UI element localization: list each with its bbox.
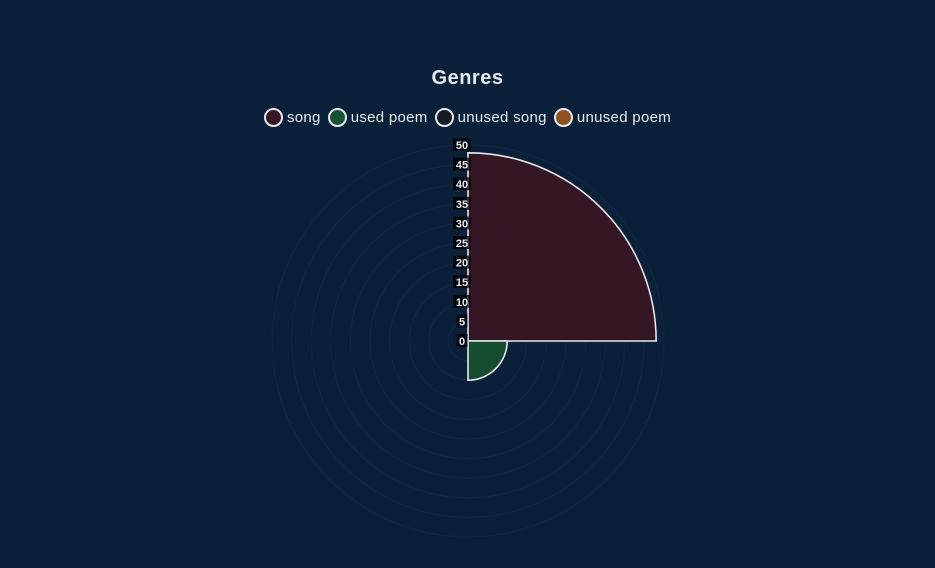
tick-backdrop-40 (453, 177, 471, 191)
segment-used-poem[interactable] (467, 340, 509, 382)
legend-item-used-poem[interactable]: used poem (327, 108, 428, 127)
tick-label-15: 15 (456, 277, 468, 289)
tick-backdrop-35 (453, 196, 471, 210)
legend-item-unused-song[interactable]: unused song (434, 108, 547, 127)
legend-label-used-poem: used poem (350, 109, 428, 126)
tick-backdrop-0 (456, 334, 468, 347)
tick-label-40: 40 (456, 179, 468, 191)
tick-backdrop-15 (453, 275, 471, 289)
legend-swatch-song (263, 108, 283, 127)
radial-axis-ticks: 0 5 10 15 20 25 30 35 40 45 50 (453, 138, 471, 348)
segment-song[interactable] (467, 152, 657, 342)
tick-label-5: 5 (459, 316, 465, 328)
legend-swatch-unused-song (434, 108, 454, 127)
tick-label-20: 20 (456, 258, 468, 270)
chart-legend: song used poem unused song unused poem (0, 108, 935, 127)
tick-backdrop-5 (456, 314, 468, 328)
legend-item-unused-poem[interactable]: unused poem (553, 108, 672, 127)
tick-label-45: 45 (456, 160, 468, 172)
legend-swatch-unused-poem (553, 108, 573, 127)
tick-label-0: 0 (459, 336, 465, 348)
chart-title: Genres (431, 67, 504, 89)
tick-label-30: 30 (456, 218, 468, 230)
tick-backdrop-50 (453, 138, 471, 151)
tick-label-25: 25 (456, 238, 468, 250)
polar-segments (467, 152, 657, 382)
tick-backdrop-30 (453, 216, 471, 230)
legend-swatch-used-poem (327, 108, 347, 127)
legend-label-unused-song: unused song (457, 109, 547, 126)
legend-label-unused-poem: unused poem (576, 109, 672, 126)
tick-backdrop-25 (453, 236, 471, 249)
tick-backdrop-20 (453, 255, 471, 269)
legend-label-song: song (286, 109, 321, 126)
tick-backdrop-45 (453, 157, 471, 171)
tick-label-35: 35 (456, 199, 468, 211)
tick-backdrop-10 (453, 294, 471, 308)
tick-label-10: 10 (456, 297, 468, 309)
tick-label-50: 50 (456, 140, 468, 152)
legend-item-song[interactable]: song (263, 108, 321, 127)
